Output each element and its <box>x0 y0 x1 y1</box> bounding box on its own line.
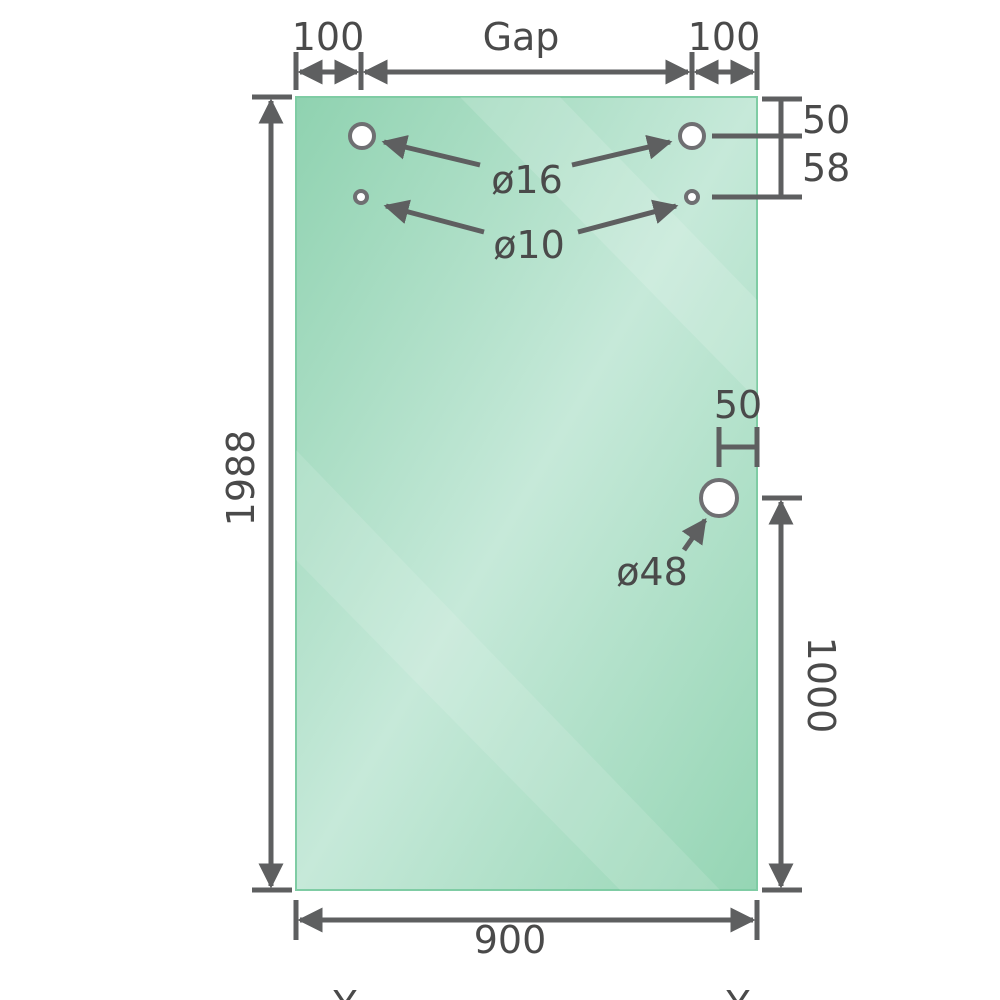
handle-edge-offset-label: 50 <box>714 383 762 427</box>
glass-panel <box>295 96 758 891</box>
handle-height-dimension <box>762 495 802 893</box>
left-offset-label: 100 <box>292 15 365 59</box>
width-dimension <box>293 900 760 940</box>
top-to-hole-label: 50 <box>802 98 850 142</box>
height-label: 1988 <box>219 430 263 527</box>
gap-label: Gap <box>483 15 560 59</box>
hole-lower-right <box>684 189 700 205</box>
handle-edge-dimension <box>716 427 760 467</box>
hole-upper-right <box>678 122 706 150</box>
handle-hole <box>699 478 739 518</box>
footer-mark-right: Y <box>725 983 750 1000</box>
height-dimension <box>252 94 292 893</box>
hole-leader-arrows <box>381 134 708 552</box>
footer-mark-left: Y <box>332 983 357 1000</box>
handle-hole-diameter-label: ø48 <box>616 550 688 594</box>
upper-hole-diameter-label: ø16 <box>491 158 563 202</box>
hole-lower-left <box>353 189 369 205</box>
hole-spacing-label: 58 <box>802 146 850 190</box>
width-label: 900 <box>474 918 547 962</box>
right-offset-label: 100 <box>688 15 761 59</box>
hole-spacing-dimension <box>712 96 802 200</box>
handle-height-label: 1000 <box>799 637 843 734</box>
lower-hole-diameter-label: ø10 <box>493 223 565 267</box>
top-dimension-line <box>293 52 760 90</box>
hole-upper-left <box>348 122 376 150</box>
